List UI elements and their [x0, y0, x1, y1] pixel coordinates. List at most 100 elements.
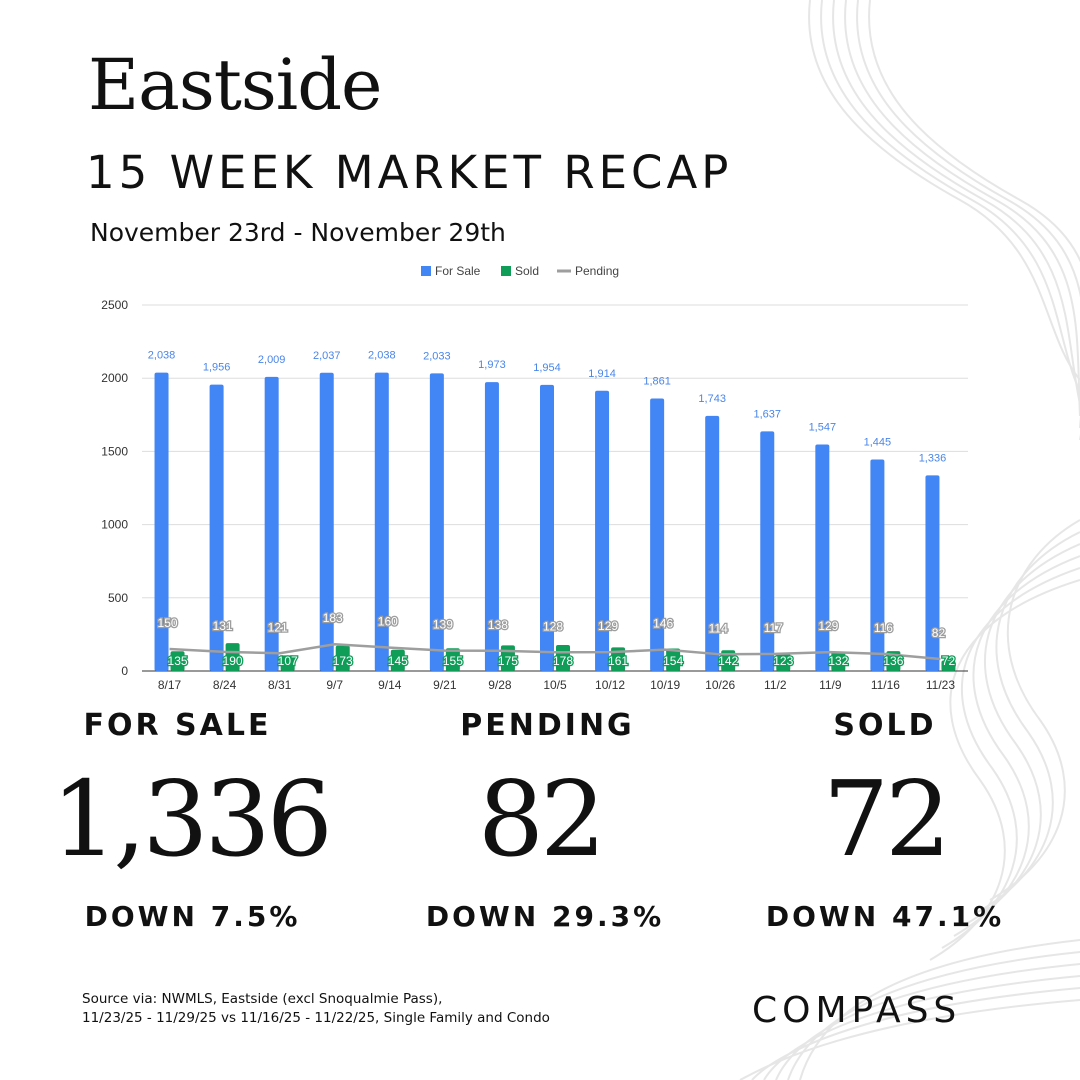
- x-tick-label: 9/21: [433, 678, 457, 692]
- for-sale-value: 1,336: [51, 758, 333, 880]
- bar-for-sale: [154, 372, 169, 671]
- bar-label-for-sale: 1,336: [919, 452, 947, 464]
- x-tick-label: 8/17: [158, 678, 182, 692]
- for-sale-change: DOWN 7.5%: [84, 900, 301, 933]
- bar-sold: [666, 648, 681, 671]
- source-line-1: Source via: NWMLS, Eastside (excl Snoqua…: [82, 991, 443, 1007]
- bar-label-for-sale: 1,547: [809, 422, 837, 434]
- bar-for-sale: [209, 384, 224, 671]
- compass-logo: COMPASS: [752, 990, 962, 1031]
- source-note: Source via: NWMLS, Eastside (excl Snoqua…: [82, 990, 550, 1028]
- bar-label-for-sale: 1,861: [643, 376, 671, 388]
- point-label-pending: 129: [598, 619, 618, 633]
- point-label-pending: 116: [874, 621, 893, 635]
- bar-for-sale: [650, 398, 665, 671]
- bar-sold: [390, 649, 405, 671]
- bar-label-for-sale: 2,009: [258, 354, 286, 366]
- x-tick-label: 9/7: [326, 678, 343, 692]
- point-label-pending: 129: [818, 619, 838, 633]
- for-sale-label: FOR SALE: [83, 708, 272, 743]
- x-tick-label: 11/23: [926, 678, 955, 692]
- legend-label: Pending: [575, 264, 619, 278]
- bar-label-sold: 142: [718, 654, 738, 668]
- sold-change: DOWN 47.1%: [765, 900, 1005, 933]
- bar-sold: [831, 651, 846, 671]
- bar-label-for-sale: 1,445: [864, 436, 892, 448]
- bar-sold: [335, 645, 350, 671]
- bar-label-for-sale: 2,037: [313, 350, 341, 362]
- x-tick-label: 10/12: [595, 678, 625, 692]
- point-label-pending: 146: [653, 617, 673, 631]
- bar-label-sold: 178: [553, 654, 573, 668]
- bar-for-sale: [595, 390, 610, 671]
- point-label-pending: 114: [709, 621, 728, 635]
- bar-label-sold: 154: [663, 654, 683, 668]
- y-tick-label: 1000: [101, 518, 128, 532]
- bar-sold: [611, 647, 626, 671]
- market-chart: For Sale Sold Pending 0 500 1000 1500 2000 2500 2…: [101, 264, 968, 692]
- point-label-pending: 183: [323, 611, 343, 625]
- date-range: November 23rd - November 29th: [90, 218, 506, 247]
- point-label-pending: 128: [543, 619, 563, 633]
- bar-label-for-sale: 1,914: [588, 368, 616, 380]
- bar-for-sale: [264, 376, 279, 671]
- x-tick-label: 10/26: [705, 678, 735, 692]
- y-tick-label: 0: [121, 664, 128, 678]
- bar-label-for-sale: 2,038: [148, 350, 176, 362]
- x-tick-label: 8/31: [268, 678, 292, 692]
- bar-label-for-sale: 1,954: [533, 362, 561, 374]
- bar-for-sale: [429, 373, 444, 671]
- legend-label: For Sale: [435, 264, 481, 278]
- point-label-pending: 139: [433, 618, 453, 632]
- y-tick-label: 500: [108, 591, 128, 605]
- sold-value: 72: [822, 758, 951, 880]
- x-tick-label: 10/19: [650, 678, 680, 692]
- bar-for-sale: [374, 372, 389, 671]
- pending-value: 82: [477, 758, 606, 880]
- page-subtitle: 15 WEEK MARKET RECAP: [86, 146, 733, 199]
- sold-label: SOLD: [833, 708, 937, 743]
- bar-label-for-sale: 2,033: [423, 350, 451, 362]
- bar-sold: [225, 643, 240, 671]
- y-tick-label: 2500: [101, 298, 128, 312]
- bar-label-sold: 155: [443, 654, 463, 668]
- x-tick-label: 11/9: [819, 678, 842, 692]
- point-label-pending: 131: [213, 619, 233, 633]
- bar-sold: [445, 648, 460, 671]
- y-tick-label: 2000: [101, 371, 128, 385]
- bar-sold: [941, 660, 956, 671]
- legend-label: Sold: [515, 264, 539, 278]
- bar-for-sale: [870, 459, 885, 671]
- line-pending: [169, 642, 941, 661]
- bar-label-sold: 175: [498, 654, 518, 668]
- bar-for-sale: [540, 384, 554, 671]
- bar-sold: [776, 652, 791, 671]
- bar-label-for-sale: 1,973: [478, 359, 506, 371]
- bar-label-for-sale: 2,038: [368, 350, 396, 362]
- bar-label-sold: 132: [828, 654, 848, 668]
- x-tick-label: 11/2: [764, 678, 787, 692]
- x-tick-label: 8/24: [213, 678, 237, 692]
- pending-change: DOWN 29.3%: [425, 900, 665, 933]
- legend-swatch: [421, 266, 431, 276]
- bar-sold: [170, 651, 185, 671]
- legend-swatch: [501, 266, 511, 276]
- bar-for-sale: [815, 444, 830, 671]
- bar-label-for-sale: 1,637: [754, 408, 782, 420]
- x-tick-label: 11/16: [871, 678, 900, 692]
- point-label-pending: 82: [932, 626, 946, 640]
- page-title: Eastside: [88, 44, 382, 126]
- bar-label-sold: 72: [942, 654, 956, 668]
- bar-label-sold: 107: [278, 654, 298, 668]
- source-line-2: 11/23/25 - 11/29/25 vs 11/16/25 - 11/22/…: [82, 1010, 550, 1026]
- x-tick-label: 9/14: [378, 678, 402, 692]
- bar-for-sale: [484, 382, 499, 671]
- point-label-pending: 150: [158, 616, 178, 630]
- pending-label: PENDING: [460, 708, 635, 743]
- bar-label-sold: 190: [223, 654, 243, 668]
- point-label-pending: 160: [378, 615, 398, 629]
- bar-label-for-sale: 1,956: [203, 362, 231, 374]
- bar-label-sold: 123: [773, 654, 793, 668]
- bar-label-sold: 136: [883, 654, 903, 668]
- bar-label-sold: 145: [388, 654, 408, 668]
